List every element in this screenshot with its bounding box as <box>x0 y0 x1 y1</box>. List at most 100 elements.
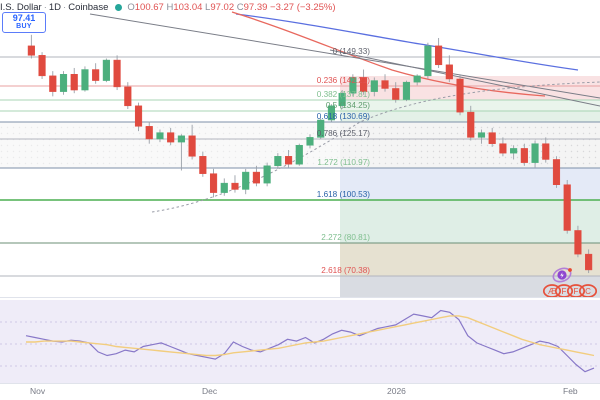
oscillator-line-fast <box>25 309 595 373</box>
ohlc-open-value: 100.67 <box>134 1 164 13</box>
fib-zone-group <box>0 76 600 297</box>
ohlc-close-value: 97.39 <box>243 1 268 13</box>
ohlc-values: O100.67 H103.04 L97.02 C97.39 −3.27 (−3.… <box>127 2 335 13</box>
oscillator-series-group <box>25 309 595 373</box>
candle-body <box>435 45 443 66</box>
zone-slate <box>340 276 600 297</box>
candle-body <box>134 105 143 127</box>
fib-level-lines <box>0 56 600 277</box>
candle-body <box>59 74 68 92</box>
candle-body <box>392 88 400 100</box>
candle-body <box>520 148 528 163</box>
fib-label-0.5: 0.5 (134.25) <box>326 101 370 110</box>
candle-body <box>327 105 336 121</box>
time-axis-tick-feb: Feb <box>563 386 578 396</box>
candle-body <box>542 143 550 160</box>
candle-body <box>263 165 271 184</box>
oscillator-pane[interactable] <box>0 300 600 383</box>
candle-body <box>585 253 593 271</box>
series-status-dot <box>115 3 123 11</box>
candle-body <box>563 184 571 231</box>
oscillator-background <box>0 300 600 383</box>
candle-body <box>209 173 218 193</box>
fib-label-0: 0 (149.33) <box>333 47 371 56</box>
time-axis-tick-2026: 2026 <box>387 386 406 396</box>
pane-divider-top <box>0 297 600 298</box>
candle-body <box>370 80 378 92</box>
zone-teal <box>340 200 600 243</box>
svg-text:Æ: Æ <box>548 287 556 296</box>
candle-body <box>413 75 421 83</box>
candle-body <box>231 182 239 190</box>
candlestick-series <box>27 34 593 274</box>
candle-body <box>574 230 582 255</box>
candle-body <box>317 119 325 138</box>
blue-ma-line <box>235 13 579 71</box>
ohlc-close-key: C <box>236 1 244 13</box>
main-price-pane[interactable]: 0 (149.33) 0.236 (142.21) 0.382 (137.81) 0.… <box>0 0 600 297</box>
exchange-label[interactable]: Coinbase <box>68 1 109 13</box>
candle-body <box>402 81 411 100</box>
candle-body <box>467 111 475 138</box>
zone-green-1 <box>340 100 600 111</box>
main-pane-canvas: 0 (149.33) 0.236 (142.21) 0.382 (137.81) 0.… <box>0 11 600 297</box>
svg-text:F: F <box>562 287 567 296</box>
fib-label-0.236: 0.236 (142.21) <box>317 76 371 85</box>
candle-body <box>488 132 496 144</box>
fib-label-0.382: 0.382 (137.81) <box>317 90 371 99</box>
price-tag-action: BUY <box>16 23 32 31</box>
fib-level-labels: 0 (149.33) 0.236 (142.21) 0.382 (137.81) 0.… <box>317 47 371 275</box>
pane-divider-bottom <box>0 383 600 384</box>
red-ma-line <box>231 11 546 97</box>
candle-body <box>81 69 89 91</box>
candle-body <box>477 132 486 138</box>
grey-trend-line <box>89 13 600 99</box>
candle-body <box>295 145 303 165</box>
time-axis-tick-dec: Dec <box>202 386 218 396</box>
zone-blue <box>340 168 600 200</box>
candle-body <box>456 78 464 113</box>
ohlc-high-key: H <box>166 1 174 13</box>
candle-body <box>27 45 35 56</box>
ohlc-low-value: 97.02 <box>210 1 235 13</box>
candle-body <box>424 45 432 77</box>
candle-body <box>242 171 250 190</box>
oscillator-line-slow <box>26 315 595 357</box>
candle-body <box>102 59 110 81</box>
price-buy-tag[interactable]: 97.41 BUY <box>2 12 46 33</box>
interval-label[interactable]: 1D <box>48 1 62 13</box>
candle-body <box>252 171 260 184</box>
candle-body <box>284 156 293 165</box>
candle-body <box>360 77 368 92</box>
svg-text:F: F <box>574 287 579 296</box>
grey-trend-line-2 <box>329 49 600 107</box>
fib-label-0.618: 0.618 (130.69) <box>317 112 371 121</box>
candle-body <box>167 132 175 143</box>
oscillator-canvas <box>0 300 600 383</box>
ohlc-change: −3.27 (−3.25%) <box>270 1 336 13</box>
candle-body <box>220 182 228 193</box>
fib-label-0.786: 0.786 (125.17) <box>317 129 371 138</box>
candle-body <box>92 69 100 81</box>
symbol-name[interactable]: I.S. Dollar <box>0 1 42 13</box>
candle-body <box>49 75 57 92</box>
fib-label-2.272: 2.272 (80.81) <box>321 233 370 242</box>
candle-body <box>349 77 357 94</box>
candle-body <box>510 148 518 154</box>
candle-body <box>445 64 453 80</box>
ohlc-open-key: O <box>127 1 135 13</box>
candle-body <box>113 59 121 88</box>
candle-body <box>199 156 207 174</box>
candle-body <box>338 92 346 107</box>
zone-grey-dots-left <box>0 122 340 168</box>
candle-body <box>381 80 389 89</box>
candle-body <box>70 74 78 91</box>
price-tag-value: 97.41 <box>12 13 36 23</box>
candle-body <box>188 135 196 157</box>
fib-label-2.618: 2.618 (70.38) <box>321 266 370 275</box>
time-axis[interactable]: Nov Dec 2026 Feb <box>0 384 600 400</box>
candle-body <box>124 86 132 107</box>
candle-body <box>145 126 153 140</box>
ohlc-high-value: 103.04 <box>173 1 203 13</box>
